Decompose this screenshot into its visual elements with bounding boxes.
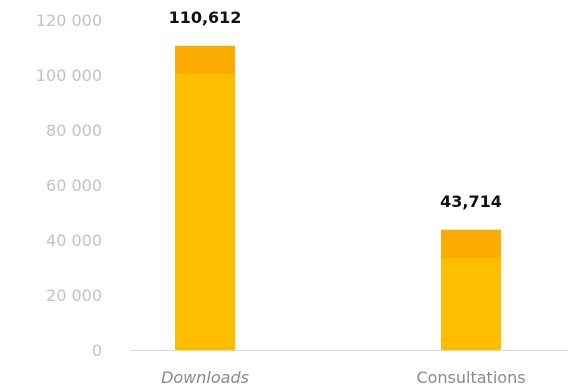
y-tick-label: 80 000: [46, 121, 102, 140]
bar-body: [175, 45, 235, 350]
y-tick-label: 120 000: [36, 11, 102, 30]
y-tick-label: 0: [92, 341, 102, 360]
bar: [441, 229, 501, 350]
y-tick-label: 40 000: [46, 231, 102, 250]
category-label: Downloads: [161, 368, 249, 387]
y-tick-label: 100 000: [36, 66, 102, 85]
category-labels: Downloads Consultations: [161, 368, 525, 387]
data-label: 43,714: [440, 192, 502, 211]
data-labels: 110,612 43,714: [169, 8, 502, 211]
y-tick-label: 20 000: [46, 286, 102, 305]
bars: [175, 45, 501, 350]
y-axis-ticks: 0 20 000 40 000 60 000 80 000 100 000 120 000: [36, 11, 102, 360]
bar-top-band: [175, 45, 235, 74]
y-tick-label: 60 000: [46, 176, 102, 195]
bar: [175, 45, 235, 350]
data-label: 110,612: [169, 8, 242, 27]
bar-top-band: [441, 229, 501, 258]
category-label: Consultations: [416, 368, 525, 387]
